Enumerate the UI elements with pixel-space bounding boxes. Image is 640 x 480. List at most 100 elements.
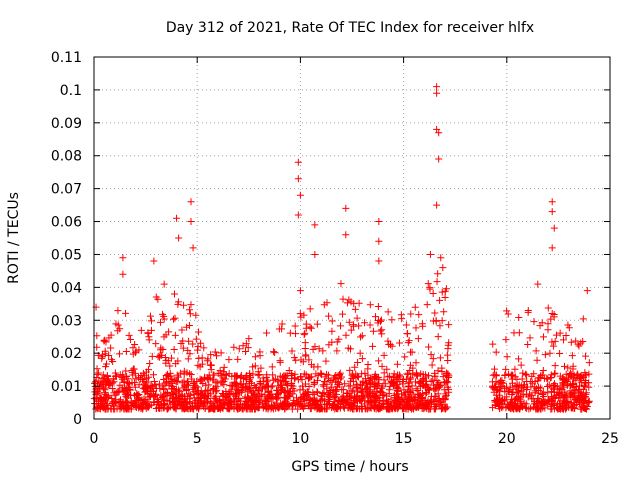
data-point	[407, 310, 415, 318]
data-point	[337, 280, 345, 288]
data-point	[435, 155, 443, 163]
data-point	[168, 380, 176, 388]
data-point	[172, 394, 180, 402]
data-point	[532, 347, 540, 355]
data-point	[584, 398, 592, 406]
data-point	[548, 338, 556, 346]
data-point	[333, 347, 341, 355]
data-point	[104, 394, 112, 402]
data-point	[375, 357, 383, 365]
y-tick-labels: 0 0.01 0.02 0.03 0.04 0.05 0.06 0.07 0.08 0.09 0.1…	[51, 50, 82, 428]
data-point	[503, 393, 511, 401]
data-point	[356, 349, 364, 357]
data-point	[219, 368, 227, 376]
data-point	[503, 307, 511, 315]
data-point	[276, 381, 284, 389]
data-point	[428, 361, 436, 369]
data-point	[415, 311, 423, 319]
data-point	[355, 322, 363, 330]
data-point	[103, 360, 111, 368]
data-point	[166, 392, 174, 400]
data-point	[363, 391, 371, 399]
data-point	[150, 398, 158, 406]
data-point	[546, 349, 554, 357]
data-point	[141, 388, 149, 396]
data-point	[374, 317, 382, 325]
y-tick-label: 0.07	[51, 182, 82, 198]
data-point	[184, 405, 192, 413]
data-point	[244, 401, 252, 409]
data-point	[374, 303, 382, 311]
data-point	[568, 371, 576, 379]
data-point	[354, 372, 361, 380]
data-point	[179, 344, 187, 352]
data-point	[380, 369, 388, 377]
data-point	[501, 372, 509, 380]
data-point	[317, 404, 325, 412]
data-point	[504, 310, 512, 318]
data-point	[535, 383, 543, 391]
data-point	[199, 380, 207, 388]
data-point	[572, 383, 580, 391]
data-point	[502, 404, 510, 412]
data-point	[309, 398, 317, 406]
data-point	[166, 369, 174, 377]
data-point	[318, 392, 326, 400]
data-point	[313, 401, 321, 409]
data-point	[434, 333, 442, 341]
data-point	[174, 377, 182, 385]
data-point	[495, 387, 503, 395]
data-point	[188, 375, 196, 383]
data-point	[235, 345, 243, 353]
data-point	[412, 385, 420, 393]
data-point	[162, 331, 170, 339]
data-point	[109, 375, 117, 383]
data-point	[585, 383, 593, 391]
y-tick-label: 0.06	[51, 215, 82, 231]
data-point	[313, 320, 321, 328]
x-axis-label: GPS time / hours	[291, 459, 408, 475]
data-point	[256, 352, 264, 360]
data-point	[209, 371, 217, 379]
data-point	[523, 371, 531, 379]
data-point	[401, 391, 409, 399]
data-point	[553, 403, 561, 411]
data-point	[492, 378, 500, 386]
data-point	[544, 304, 552, 312]
data-point	[438, 368, 446, 376]
data-point	[342, 331, 350, 339]
data-point	[560, 376, 568, 384]
data-point	[583, 287, 591, 295]
data-point	[285, 401, 293, 409]
data-point	[492, 348, 500, 356]
data-point	[119, 270, 127, 278]
data-point	[582, 352, 590, 360]
data-point	[511, 365, 519, 373]
data-point	[157, 400, 165, 408]
data-point	[564, 400, 572, 408]
data-point	[294, 175, 302, 183]
y-tick-label: 0.1	[60, 83, 82, 99]
data-point	[131, 341, 139, 349]
data-point	[406, 387, 414, 395]
data-point	[253, 383, 261, 391]
data-point	[379, 399, 387, 407]
data-point	[283, 395, 291, 403]
data-point	[379, 382, 387, 390]
data-point	[214, 379, 222, 387]
data-point	[384, 337, 392, 345]
data-point	[443, 377, 451, 385]
data-point	[198, 354, 206, 362]
data-point	[187, 301, 195, 309]
data-point	[429, 355, 437, 363]
x-tick-label: 5	[193, 431, 202, 447]
data-point	[556, 349, 564, 357]
y-tick-label: 0.11	[51, 50, 82, 66]
data-point	[120, 373, 128, 381]
data-point	[393, 390, 401, 398]
data-point	[537, 374, 545, 382]
data-point	[301, 345, 309, 353]
data-point	[161, 400, 169, 408]
data-point	[123, 388, 131, 396]
data-point	[131, 369, 139, 377]
